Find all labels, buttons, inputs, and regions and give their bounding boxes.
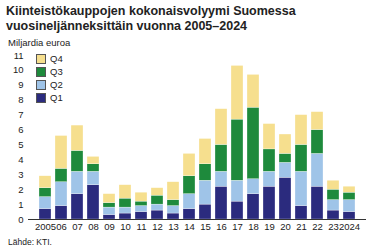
svg-text:08: 08 [88,221,99,232]
svg-text:16: 16 [216,221,227,232]
svg-text:20: 20 [280,221,291,232]
html-text:Miljardia euroa: Miljardia euroa [8,37,71,48]
html-text:Kiinteistökauppojen kokonaisvo: Kiinteistökauppojen kokonaisvolyymi Suom… [6,4,296,33]
html-text:Q2: Q2 [50,79,63,90]
svg-text:10: 10 [13,64,24,75]
html-text:Q3: Q3 [50,66,63,77]
svg-text:23: 23 [328,221,339,232]
svg-text:15: 15 [200,221,211,232]
svg-text:1: 1 [18,199,23,210]
svg-text:2024: 2024 [339,221,360,232]
svg-text:10: 10 [120,221,131,232]
svg-text:11: 11 [137,221,147,232]
svg-text:5: 5 [18,139,23,150]
svg-text:7: 7 [18,109,23,120]
svg-text:22: 22 [312,221,323,232]
svg-text:13: 13 [168,221,179,232]
svg-text:9: 9 [18,79,23,90]
svg-text:0: 0 [18,214,23,225]
svg-text:07: 07 [72,221,83,232]
svg-text:12: 12 [152,221,163,232]
svg-text:4: 4 [18,154,23,165]
svg-text:6: 6 [18,124,23,135]
svg-text:2005: 2005 [35,221,56,232]
svg-text:09: 09 [104,221,115,232]
svg-text:14: 14 [184,221,195,232]
svg-text:17: 17 [232,221,243,232]
html-text:Q4: Q4 [50,53,63,64]
svg-text:21: 21 [296,221,307,232]
svg-text:18: 18 [248,221,259,232]
svg-text:3: 3 [18,169,23,180]
html-text:Lähde: KTI.: Lähde: KTI. [8,237,52,247]
html-text:Q1: Q1 [50,92,63,103]
svg-text:2: 2 [18,184,23,195]
svg-text:06: 06 [56,221,67,232]
svg-text:8: 8 [18,94,23,105]
svg-text:19: 19 [264,221,275,232]
svg-text:11: 11 [14,50,24,61]
